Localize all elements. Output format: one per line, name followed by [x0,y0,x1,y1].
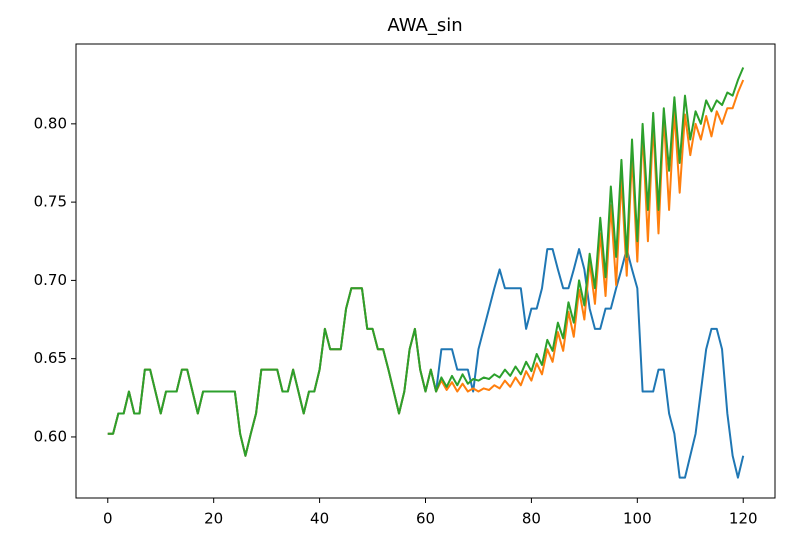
line-series [107,79,745,457]
x-tick-label: 60 [416,510,435,528]
x-tick-label: 100 [623,510,652,528]
line-series [107,67,745,457]
plot-frame [75,43,776,499]
y-tick-label: 0.60 [34,427,67,445]
y-tick-label: 0.65 [34,349,67,367]
x-tick-label: 20 [204,510,223,528]
y-tick-label: 0.80 [34,114,67,132]
y-tick-label: 0.75 [34,193,67,211]
y-tick-label: 0.70 [34,271,67,289]
x-tick-label: 40 [310,510,329,528]
x-tick-label: 80 [522,510,541,528]
x-tick-label: 0 [103,510,113,528]
x-tick-label: 120 [729,510,758,528]
chart-title: AWA_sin [387,15,462,36]
line-series [107,248,745,479]
